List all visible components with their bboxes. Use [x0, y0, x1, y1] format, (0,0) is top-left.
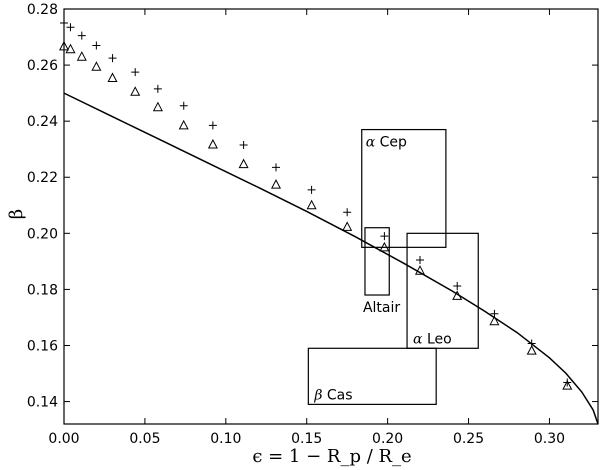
triangle-point	[76, 51, 87, 61]
plus-point	[527, 339, 536, 348]
box-label-cep: α Cep	[366, 135, 407, 151]
box-label-name: Altair	[363, 300, 400, 316]
box-label-prefix: α	[413, 331, 427, 347]
plus-point	[66, 23, 75, 32]
plus-point	[490, 309, 499, 318]
triangle-point	[152, 101, 163, 112]
x-tick-label: 0.00	[48, 431, 79, 447]
plus-point	[108, 54, 117, 63]
box-label-name: Leo	[427, 331, 452, 347]
model-curve	[63, 92, 599, 425]
triangle-point	[270, 179, 282, 189]
y-tick-label: 0.20	[27, 226, 58, 242]
y-tick-label: 0.16	[27, 338, 58, 354]
y-tick-label: 0.28	[27, 2, 58, 18]
plus-point	[239, 140, 248, 149]
triangle-point	[452, 290, 463, 300]
box-label-altair: Altair	[363, 300, 400, 316]
x-tick-label: 0.15	[291, 431, 322, 447]
box-altair	[364, 227, 390, 296]
y-tick-label: 0.26	[27, 58, 58, 74]
y-axis-label: β	[6, 209, 27, 219]
triangle-point	[414, 265, 426, 275]
curve-layer	[63, 92, 599, 425]
triangle-point	[130, 86, 141, 96]
triangle-point	[562, 380, 573, 390]
plus-point	[77, 31, 86, 40]
marker-layer	[58, 19, 573, 390]
box-cas	[307, 347, 437, 405]
plus-point	[153, 84, 162, 93]
axis-layer: 0.00 0.05 0.10 0.15 0.20 0.25 0.30 0.14 0.16 0.18…	[27, 2, 599, 447]
plus-point	[453, 282, 462, 291]
x-tick-label: 0.25	[453, 431, 484, 447]
y-tick-label: 0.18	[27, 282, 58, 298]
box-label-name: Cas	[327, 387, 353, 403]
box-cep	[361, 128, 447, 248]
plus-point	[179, 101, 188, 110]
triangle-point	[207, 138, 218, 149]
y-tick-label: 0.24	[27, 114, 58, 130]
box-leo	[406, 232, 479, 349]
plus-point	[343, 208, 352, 217]
triangle-point	[306, 199, 317, 210]
plot-frame	[63, 8, 599, 425]
x-axis-label: ϵ = 1 − R_p / R_e	[252, 446, 411, 467]
x-tick-label: 0.20	[372, 431, 403, 447]
plus-point	[131, 68, 140, 77]
box-label-cas: β Cas	[313, 387, 352, 403]
y-tick-label: 0.14	[27, 395, 58, 411]
triangle-point	[107, 72, 118, 82]
plus-point	[416, 255, 424, 264]
triangle-point	[379, 241, 390, 252]
box-label-prefix: β	[313, 387, 327, 403]
triangle-point	[91, 61, 102, 71]
triangle-point	[65, 43, 76, 54]
x-tick-label: 0.10	[210, 431, 241, 447]
x-tick-label: 0.30	[534, 431, 565, 447]
plus-point	[271, 163, 280, 172]
y-tick-label: 0.22	[27, 170, 58, 186]
box-label-name: Cep	[380, 135, 407, 151]
triangle-point	[342, 221, 353, 231]
triangle-point	[178, 119, 189, 130]
plus-point	[380, 232, 389, 241]
triangle-point	[526, 345, 537, 355]
triangle-point	[238, 158, 249, 169]
plus-point	[208, 121, 217, 130]
triangle-point	[489, 315, 500, 326]
box-label-leo: α Leo	[413, 331, 452, 347]
plus-point	[563, 378, 572, 387]
box-label-prefix: α	[366, 135, 380, 151]
plus-point	[307, 185, 316, 194]
x-tick-label: 0.05	[129, 431, 160, 447]
plus-point	[92, 41, 101, 50]
